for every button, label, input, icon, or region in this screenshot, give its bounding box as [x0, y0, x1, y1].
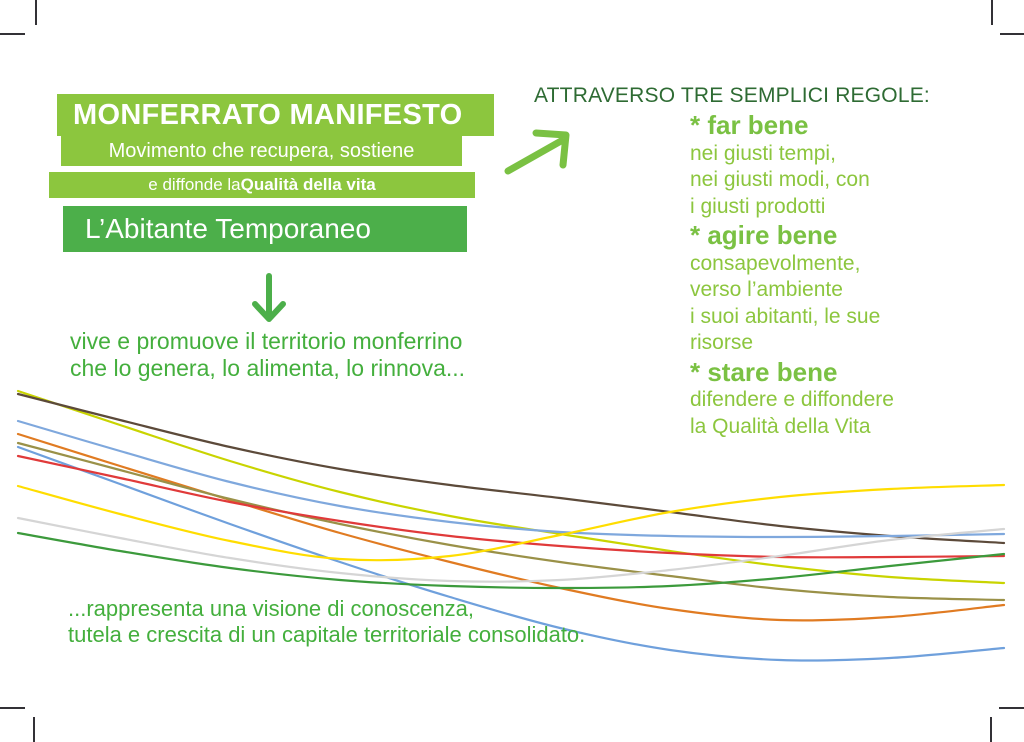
- trend-line-orange: [16, 432, 1006, 622]
- manifesto-tagline-banner: e diffonde la Qualità della vita: [49, 172, 475, 198]
- manifesto-title: MONFERRATO MANIFESTO: [73, 98, 463, 131]
- crop-mark-top-left-vertical: [35, 0, 37, 25]
- manifesto-title-banner: MONFERRATO MANIFESTO: [57, 94, 494, 136]
- rule-body: consapevolmente, verso l’ambiente i suoi…: [690, 251, 881, 355]
- rule-body: difendere e diffondere la Qualità della …: [690, 388, 894, 438]
- arrow-down-icon: [252, 273, 286, 322]
- center-statement: vive e promuove il territorio monferrino…: [70, 328, 466, 381]
- trend-line-steel-blue: [16, 445, 1006, 662]
- rule-body: nei giusti tempi, nei giusti modi, con i…: [690, 141, 870, 218]
- crop-mark-top-left-horizontal: [0, 33, 25, 35]
- rules-list: * far bene nei giusti tempi, nei giusti …: [690, 110, 1020, 440]
- trend-line-green: [16, 531, 1006, 590]
- trend-line-light-gray: [16, 516, 1006, 583]
- crop-mark-bottom-right-vertical: [990, 717, 992, 742]
- manifesto-tagline-strong: Qualità della vita: [240, 175, 376, 194]
- rule-item: * agire bene consapevolmente, verso l’am…: [690, 220, 1020, 356]
- arrow-up-right-icon: [504, 129, 570, 175]
- crop-mark-bottom-left-horizontal: [0, 707, 25, 709]
- manifesto-tagline-prefix: e diffonde la: [148, 175, 241, 194]
- rules-section: ATTRAVERSO TRE SEMPLICI REGOLE: * far be…: [534, 84, 1014, 438]
- crop-mark-top-right-horizontal: [1000, 33, 1024, 35]
- rule-item: * stare bene difendere e diffondere la Q…: [690, 357, 1020, 441]
- rule-item: * far bene nei giusti tempi, nei giusti …: [690, 110, 1020, 220]
- trend-line-yellow: [16, 483, 1006, 562]
- rule-title: * agire bene: [690, 220, 838, 251]
- manifesto-subtitle: Movimento che recupera, sostiene: [108, 139, 415, 162]
- rule-title: * stare bene: [690, 356, 838, 387]
- rule-title: * far bene: [690, 110, 809, 140]
- manifesto-subtitle-banner: Movimento che recupera, sostiene: [61, 136, 462, 166]
- bottom-statement: ...rappresenta una visione di conoscenza…: [68, 596, 586, 647]
- crop-mark-top-right-vertical: [991, 0, 993, 25]
- crop-mark-bottom-left-vertical: [33, 717, 35, 742]
- rules-heading: ATTRAVERSO TRE SEMPLICI REGOLE:: [534, 84, 930, 107]
- manifesto-role-banner: L’Abitante Temporaneo: [63, 206, 467, 252]
- trend-line-sky-blue: [16, 419, 1006, 539]
- trend-line-dark-brown: [16, 392, 1006, 545]
- manifesto-role: L’Abitante Temporaneo: [85, 213, 371, 244]
- trend-line-khaki: [16, 441, 1006, 602]
- trend-line-red: [16, 454, 1006, 559]
- crop-mark-bottom-right-horizontal: [999, 707, 1024, 709]
